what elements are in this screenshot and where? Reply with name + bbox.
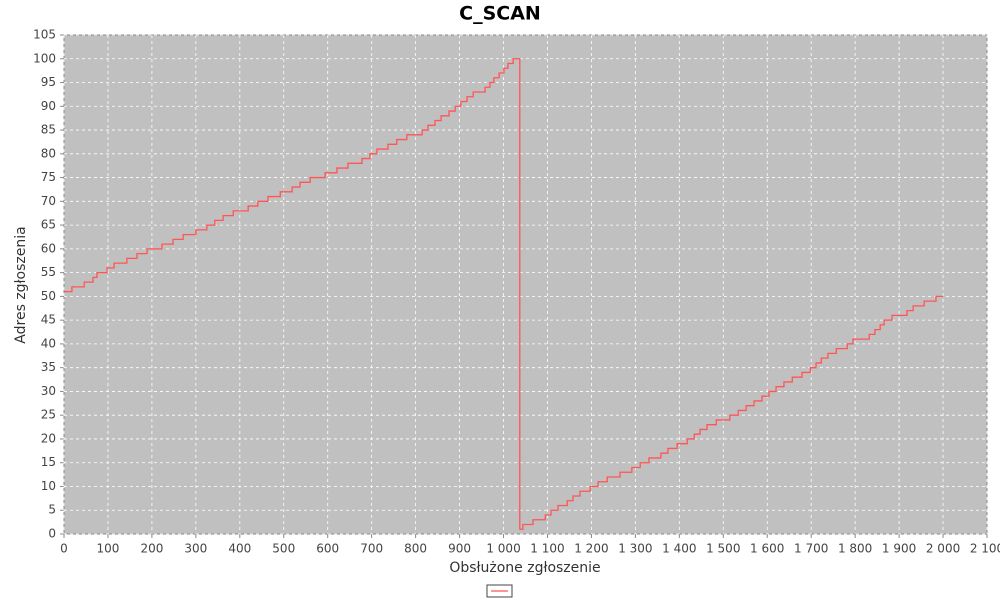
- x-tick-label: 100: [96, 542, 119, 556]
- x-tick-label: 500: [272, 542, 295, 556]
- x-tick-label: 700: [360, 542, 383, 556]
- x-axis-label: Obsłużone zgłoszenie: [449, 560, 600, 576]
- y-tick-label: 40: [41, 336, 56, 350]
- y-tick-label: 35: [41, 360, 56, 374]
- y-axis-label: Adres zgłoszenia: [13, 226, 29, 343]
- x-tick-label: 1 000: [486, 542, 520, 556]
- y-tick-label: 90: [41, 99, 56, 113]
- x-tick-label: 1 200: [574, 542, 608, 556]
- x-tick-label: 1 800: [838, 542, 872, 556]
- step-line: [64, 58, 944, 530]
- x-tick-label: 1 500: [706, 542, 740, 556]
- y-tick-label: 100: [33, 51, 56, 65]
- y-tick-label: 50: [41, 289, 56, 303]
- y-tick-label: 105: [33, 28, 56, 42]
- chart-title: C_SCAN: [459, 3, 541, 25]
- y-tick-label: 95: [41, 75, 56, 89]
- x-tick-label: 800: [404, 542, 427, 556]
- y-tick-label: 65: [41, 218, 56, 232]
- y-tick-label: 20: [41, 431, 56, 445]
- y-tick-label: 60: [41, 241, 56, 255]
- x-tick-label: 2 000: [926, 542, 960, 556]
- x-tick-label: 1 900: [882, 542, 916, 556]
- plot-area: [63, 34, 988, 535]
- x-tick-label: 1 400: [662, 542, 696, 556]
- y-tick-label: 15: [41, 455, 56, 469]
- x-tick-label: 1 300: [618, 542, 652, 556]
- y-tick-label: 5: [48, 503, 56, 517]
- y-tick-label: 25: [41, 408, 56, 422]
- y-tick-label: 75: [41, 170, 56, 184]
- y-tick-label: 30: [41, 384, 56, 398]
- x-tick-label: 400: [228, 542, 251, 556]
- x-tick-label: 300: [184, 542, 207, 556]
- y-tick-label: 45: [41, 313, 56, 327]
- x-tick-label: 2 100: [970, 542, 1000, 556]
- y-tick-label: 70: [41, 194, 56, 208]
- x-tick-label: 0: [60, 542, 68, 556]
- x-tick-label: 1 600: [750, 542, 784, 556]
- y-tick-label: 0: [48, 527, 56, 541]
- x-tick-label: 900: [448, 542, 471, 556]
- y-tick-label: 80: [41, 146, 56, 160]
- x-tick-label: 200: [140, 542, 163, 556]
- y-tick-label: 10: [41, 479, 56, 493]
- y-tick-label: 85: [41, 123, 56, 137]
- x-tick-label: 1 100: [530, 542, 564, 556]
- x-tick-label: 600: [316, 542, 339, 556]
- y-tick-label: 55: [41, 265, 56, 279]
- x-tick-label: 1 700: [794, 542, 828, 556]
